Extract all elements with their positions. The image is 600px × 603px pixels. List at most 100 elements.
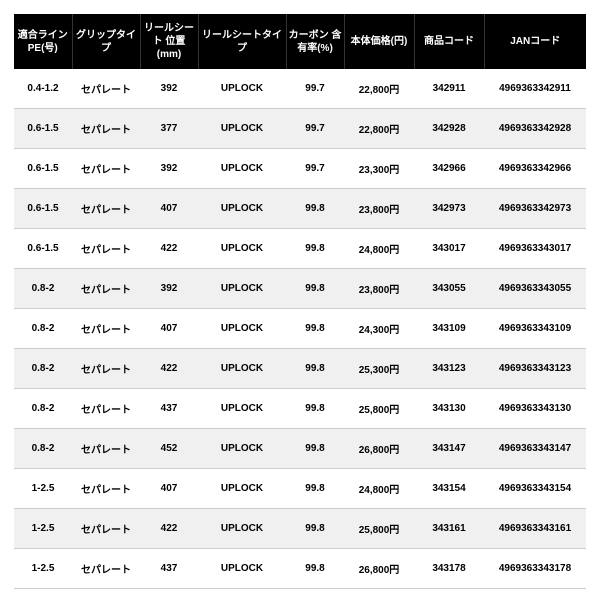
- table-cell: UPLOCK: [198, 349, 286, 389]
- table-cell: 99.8: [286, 549, 344, 589]
- table-cell: 4969363342973: [484, 189, 586, 229]
- table-cell: UPLOCK: [198, 229, 286, 269]
- table-cell: セパレート: [72, 269, 140, 309]
- table-cell: 452: [140, 429, 198, 469]
- table-cell: セパレート: [72, 389, 140, 429]
- table-cell: 23,800円: [344, 189, 414, 229]
- table-cell: セパレート: [72, 429, 140, 469]
- table-cell: 99.8: [286, 229, 344, 269]
- table-cell: 422: [140, 509, 198, 549]
- col-header: 適合ライン PE(号): [14, 14, 72, 69]
- table-cell: 343178: [414, 549, 484, 589]
- table-cell: 1-2.5: [14, 469, 72, 509]
- table-cell: セパレート: [72, 469, 140, 509]
- table-cell: 342911: [414, 69, 484, 109]
- table-row: 0.6-1.5セパレート407UPLOCK99.823,800円34297349…: [14, 189, 586, 229]
- col-header: 商品コード: [414, 14, 484, 69]
- table-cell: 407: [140, 189, 198, 229]
- table-cell: UPLOCK: [198, 429, 286, 469]
- table-cell: UPLOCK: [198, 149, 286, 189]
- table-cell: セパレート: [72, 509, 140, 549]
- table-cell: 4969363343154: [484, 469, 586, 509]
- table-cell: 24,800円: [344, 229, 414, 269]
- table-cell: 343109: [414, 309, 484, 349]
- col-header: リールシートタイプ: [198, 14, 286, 69]
- table-cell: 343147: [414, 429, 484, 469]
- table-cell: UPLOCK: [198, 309, 286, 349]
- table-cell: 0.8-2: [14, 389, 72, 429]
- table-cell: セパレート: [72, 189, 140, 229]
- table-row: 0.4-1.2セパレート392UPLOCK99.722,800円34291149…: [14, 69, 586, 109]
- table-cell: 392: [140, 149, 198, 189]
- table-cell: 25,800円: [344, 509, 414, 549]
- table-cell: 25,800円: [344, 389, 414, 429]
- spec-table: 適合ライン PE(号) グリップタイプ リールシート 位置(mm) リールシート…: [14, 14, 586, 589]
- table-cell: 0.6-1.5: [14, 189, 72, 229]
- table-cell: 99.8: [286, 309, 344, 349]
- table-row: 0.8-2セパレート437UPLOCK99.825,800円3431304969…: [14, 389, 586, 429]
- table-cell: セパレート: [72, 109, 140, 149]
- table-cell: 99.8: [286, 429, 344, 469]
- table-cell: 342966: [414, 149, 484, 189]
- table-cell: 4969363343147: [484, 429, 586, 469]
- table-row: 0.8-2セパレート392UPLOCK99.823,800円3430554969…: [14, 269, 586, 309]
- table-cell: 4969363343017: [484, 229, 586, 269]
- table-cell: 4969363342966: [484, 149, 586, 189]
- table-cell: 407: [140, 309, 198, 349]
- table-header-row: 適合ライン PE(号) グリップタイプ リールシート 位置(mm) リールシート…: [14, 14, 586, 69]
- col-header: 本体価格(円): [344, 14, 414, 69]
- table-row: 1-2.5セパレート422UPLOCK99.825,800円3431614969…: [14, 509, 586, 549]
- table-cell: セパレート: [72, 349, 140, 389]
- table-cell: 0.8-2: [14, 309, 72, 349]
- table-cell: UPLOCK: [198, 469, 286, 509]
- table-cell: 0.8-2: [14, 349, 72, 389]
- table-cell: 4969363343178: [484, 549, 586, 589]
- table-cell: 437: [140, 389, 198, 429]
- table-cell: セパレート: [72, 69, 140, 109]
- table-cell: UPLOCK: [198, 69, 286, 109]
- col-header: JANコード: [484, 14, 586, 69]
- table-cell: 25,300円: [344, 349, 414, 389]
- table-cell: 99.8: [286, 189, 344, 229]
- table-cell: 0.6-1.5: [14, 109, 72, 149]
- table-cell: UPLOCK: [198, 549, 286, 589]
- table-cell: 1-2.5: [14, 509, 72, 549]
- table-cell: 4969363342928: [484, 109, 586, 149]
- table-cell: 23,800円: [344, 269, 414, 309]
- table-cell: UPLOCK: [198, 269, 286, 309]
- table-cell: 343130: [414, 389, 484, 429]
- table-cell: 343017: [414, 229, 484, 269]
- table-cell: UPLOCK: [198, 509, 286, 549]
- table-cell: 99.7: [286, 109, 344, 149]
- table-cell: 343123: [414, 349, 484, 389]
- table-cell: 342928: [414, 109, 484, 149]
- table-cell: 99.8: [286, 269, 344, 309]
- table-row: 0.6-1.5セパレート392UPLOCK99.723,300円34296649…: [14, 149, 586, 189]
- table-cell: 4969363343123: [484, 349, 586, 389]
- table-cell: 4969363343055: [484, 269, 586, 309]
- table-cell: 99.7: [286, 69, 344, 109]
- table-row: 1-2.5セパレート407UPLOCK99.824,800円3431544969…: [14, 469, 586, 509]
- table-cell: UPLOCK: [198, 109, 286, 149]
- table-cell: セパレート: [72, 309, 140, 349]
- table-row: 0.8-2セパレート452UPLOCK99.826,800円3431474969…: [14, 429, 586, 469]
- table-cell: 22,800円: [344, 109, 414, 149]
- table-cell: 1-2.5: [14, 549, 72, 589]
- col-header: カーボン 含有率(%): [286, 14, 344, 69]
- table-cell: 0.8-2: [14, 429, 72, 469]
- table-cell: 377: [140, 109, 198, 149]
- table-cell: 26,800円: [344, 429, 414, 469]
- table-cell: 4969363343109: [484, 309, 586, 349]
- table-cell: セパレート: [72, 229, 140, 269]
- table-cell: 343154: [414, 469, 484, 509]
- table-cell: 99.8: [286, 469, 344, 509]
- table-cell: 0.4-1.2: [14, 69, 72, 109]
- table-cell: 422: [140, 229, 198, 269]
- table-row: 1-2.5セパレート437UPLOCK99.826,800円3431784969…: [14, 549, 586, 589]
- table-cell: 407: [140, 469, 198, 509]
- table-cell: 99.8: [286, 349, 344, 389]
- table-cell: 343055: [414, 269, 484, 309]
- col-header: リールシート 位置(mm): [140, 14, 198, 69]
- table-cell: 343161: [414, 509, 484, 549]
- table-cell: セパレート: [72, 149, 140, 189]
